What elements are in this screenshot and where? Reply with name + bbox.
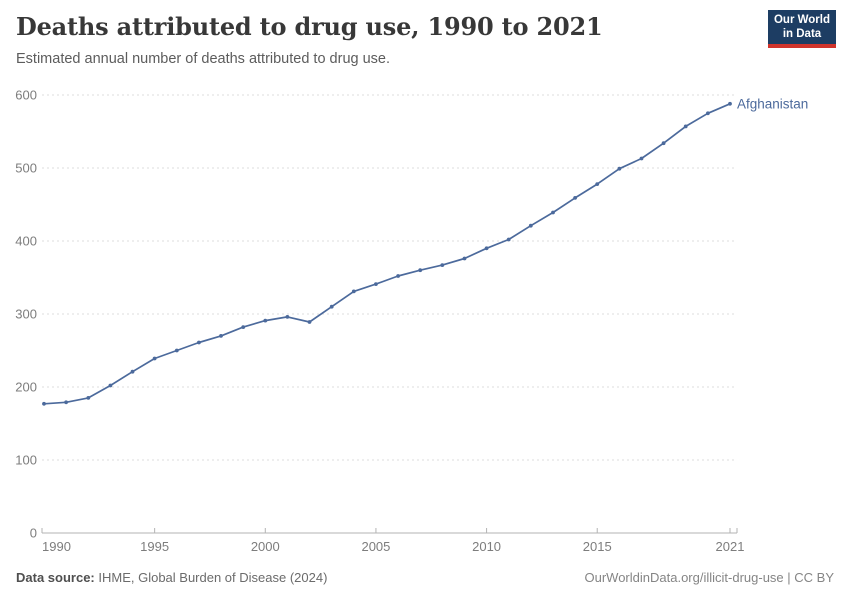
y-tick-label: 100 [15,453,37,468]
data-point [639,156,644,161]
data-point [528,223,533,228]
y-tick-label: 400 [15,234,37,249]
data-point [706,111,710,116]
data-point [174,348,179,353]
data-point [418,268,423,273]
data-point [64,400,68,405]
y-tick-label: 500 [15,161,37,176]
data-point [573,196,577,200]
x-tick-label: 1995 [140,539,169,554]
data-point [329,304,334,309]
y-tick-label: 0 [30,526,37,541]
data-source-text: IHME, Global Burden of Disease (2024) [94,570,328,585]
y-tick-label: 200 [15,380,37,395]
x-tick-label: 2010 [472,539,501,554]
chart-footer: Data source: IHME, Global Burden of Dise… [16,570,834,585]
chart-subtitle: Estimated annual number of deaths attrib… [16,51,391,67]
data-point [661,141,666,146]
data-point [197,340,201,345]
data-point [307,320,312,324]
x-tick-label: 2021 [716,539,745,554]
data-line [43,103,731,405]
x-tick-label: 2000 [251,539,280,554]
x-tick-label: 2005 [361,539,390,554]
x-tick-label: 1990 [42,539,71,554]
data-point [484,246,489,251]
data-point [241,325,246,329]
footer-link[interactable]: OurWorldinData.org/illicit-drug-use | CC… [584,570,835,585]
data-point [595,182,600,187]
y-tick-label: 600 [15,88,37,103]
data-point [683,124,688,129]
data-point [551,210,555,215]
data-point [396,274,400,278]
data-point [152,356,157,361]
data-point [506,237,511,242]
x-tick-label: 2015 [583,539,612,554]
data-point [86,396,91,400]
data-point [440,263,445,267]
y-tick-label: 300 [15,307,37,322]
page-title: Deaths attributed to drug use, 1990 to 2… [16,12,603,41]
data-point [285,315,290,319]
data-point [351,289,356,294]
data-source: Data source: IHME, Global Burden of Dise… [16,570,327,585]
data-point [130,369,135,374]
owid-logo-line2: in Data [782,28,822,40]
data-source-label: Data source: [16,570,95,585]
data-point [374,282,378,286]
data-point [108,383,113,388]
data-point [462,256,467,261]
owid-logo[interactable]: Our World in Data [768,10,836,48]
data-point [263,318,268,323]
data-point [728,101,732,106]
data-point [219,334,223,338]
data-point [42,401,46,406]
owid-logo-line1: Our World [773,13,830,26]
entity-label: Afghanistan [737,96,808,111]
data-point [617,166,622,171]
